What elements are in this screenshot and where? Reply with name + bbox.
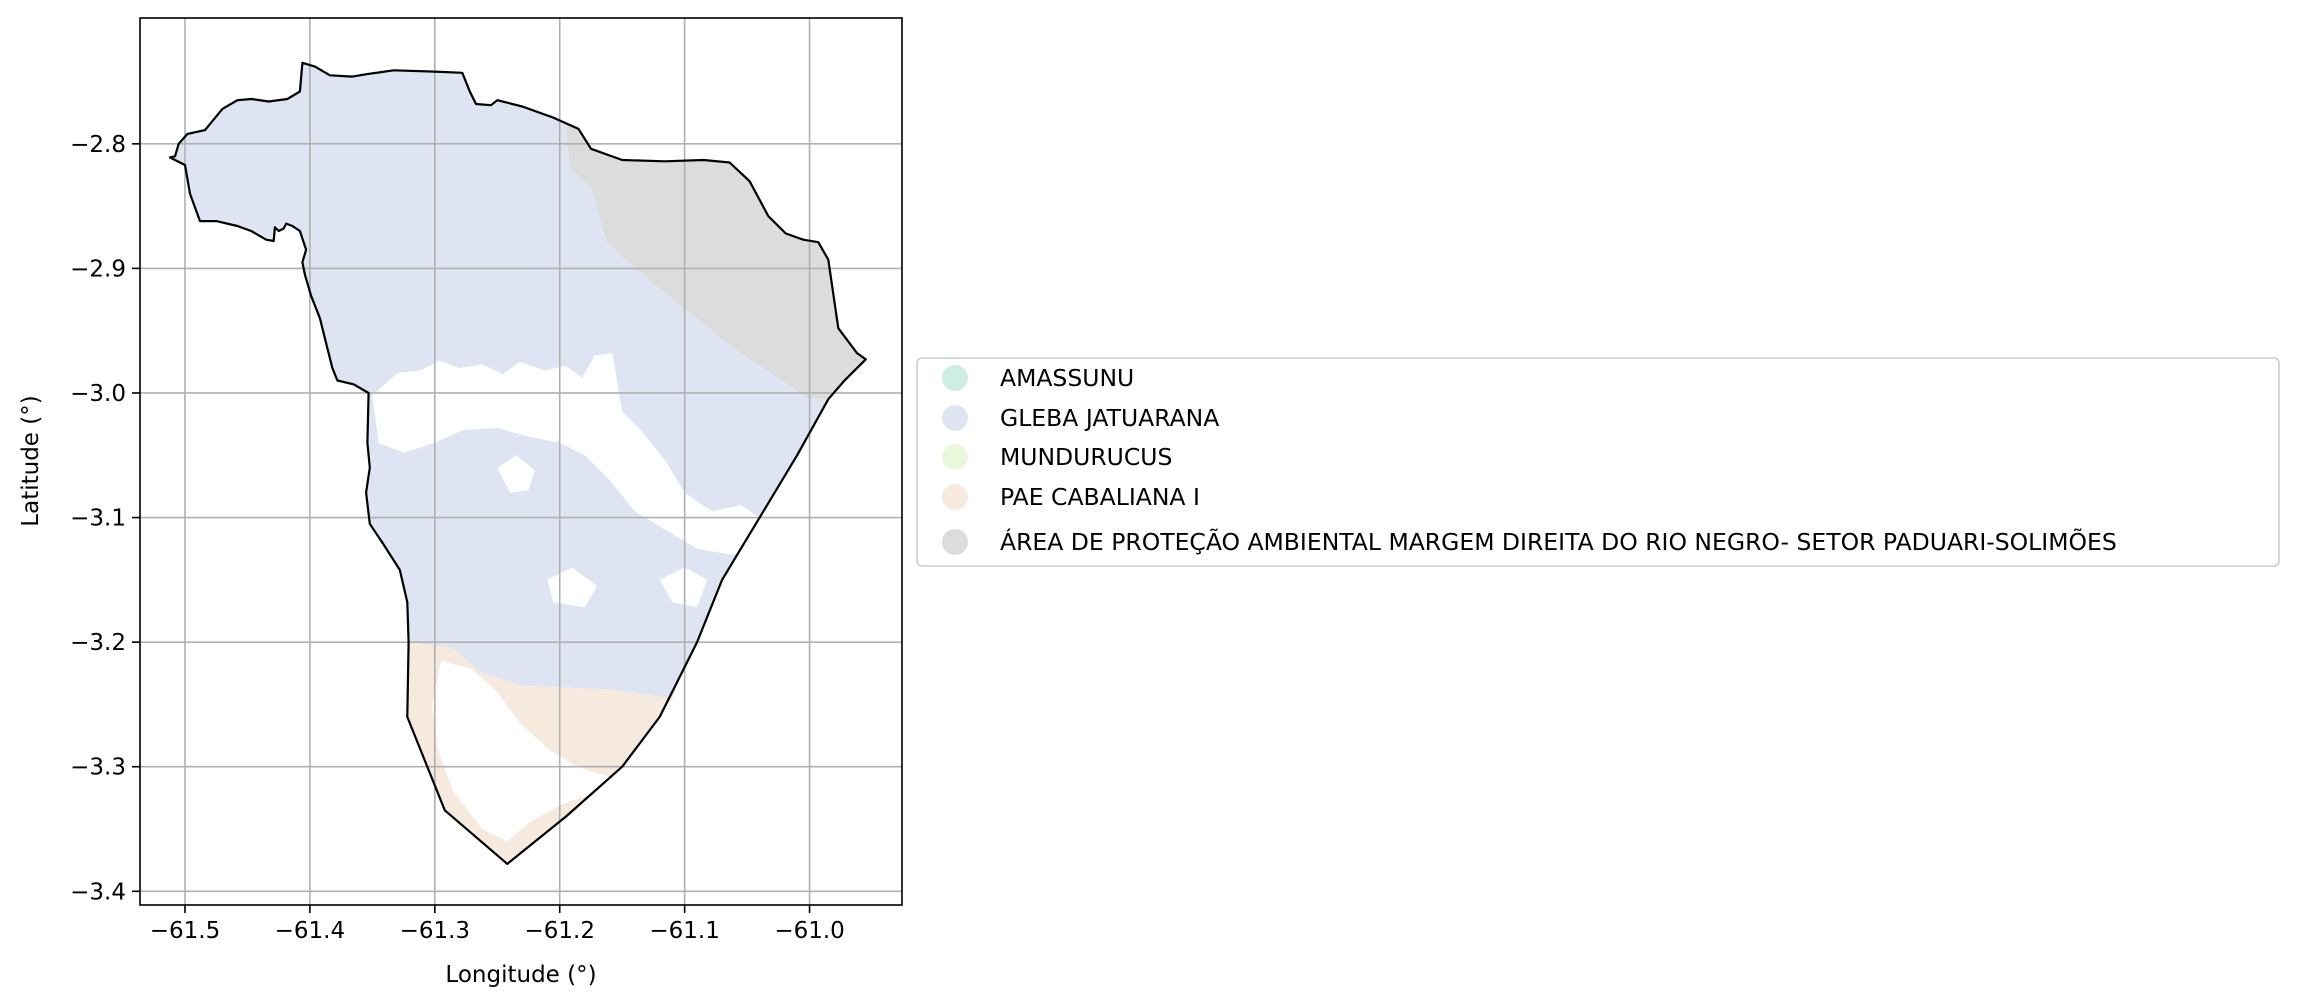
unclassified-area-2 xyxy=(497,455,535,493)
x-axis: −61.5 −61.4 −61.3 −61.2 −61.1 −61.0 xyxy=(150,905,845,944)
y-tick-label: −2.9 xyxy=(70,256,126,282)
x-tick-label: −61.0 xyxy=(774,918,844,944)
x-tick-label: −61.4 xyxy=(275,918,345,944)
x-axis-title: Longitude (°) xyxy=(445,962,596,988)
legend: AMASSUNU GLEBA JATUARANA MUNDURUCUS PAE CAB… xyxy=(916,357,2280,567)
y-tick-label: −3.0 xyxy=(70,381,126,407)
y-axis: −2.8 −2.9 −3.0 −3.1 −3.2 −3.3 −3.4 xyxy=(70,132,140,905)
legend-label: MUNDURUCUS xyxy=(1000,443,1172,471)
y-tick-label: −2.8 xyxy=(70,132,126,158)
y-axis-title: Latitude (°) xyxy=(18,395,44,526)
legend-marker xyxy=(942,405,968,431)
legend-marker xyxy=(942,444,968,470)
y-tick-label: −3.4 xyxy=(70,879,126,905)
y-tick-label: −3.1 xyxy=(70,506,126,532)
y-tick-label: −3.2 xyxy=(70,630,126,656)
legend-marker xyxy=(942,365,968,391)
y-tick-label: −3.3 xyxy=(70,755,126,781)
x-tick-label: −61.5 xyxy=(150,918,220,944)
legend-frame xyxy=(916,357,2280,567)
legend-label: ÁREA DE PROTEÇÃO AMBIENTAL MARGEM DIREIT… xyxy=(1000,527,2117,556)
boundary-outline xyxy=(168,61,867,865)
x-tick-label: −61.3 xyxy=(400,918,470,944)
legend-marker xyxy=(942,529,968,555)
unclassified-area-3 xyxy=(659,567,708,608)
legend-label: AMASSUNU xyxy=(1000,364,1134,392)
plot-frame xyxy=(139,17,903,906)
unclassified-areas xyxy=(372,353,766,842)
map-regions xyxy=(170,62,866,864)
legend-marker xyxy=(942,484,968,510)
region-apa-rio-negro xyxy=(566,123,866,400)
legend-label: GLEBA JATUARANA xyxy=(1000,404,1219,432)
unclassified-area-1 xyxy=(372,353,766,555)
x-tick-label: −61.2 xyxy=(524,918,594,944)
x-tick-label: −61.1 xyxy=(649,918,719,944)
unclassified-area-5 xyxy=(432,660,623,842)
legend-label: PAE CABALIANA I xyxy=(1000,483,1200,511)
